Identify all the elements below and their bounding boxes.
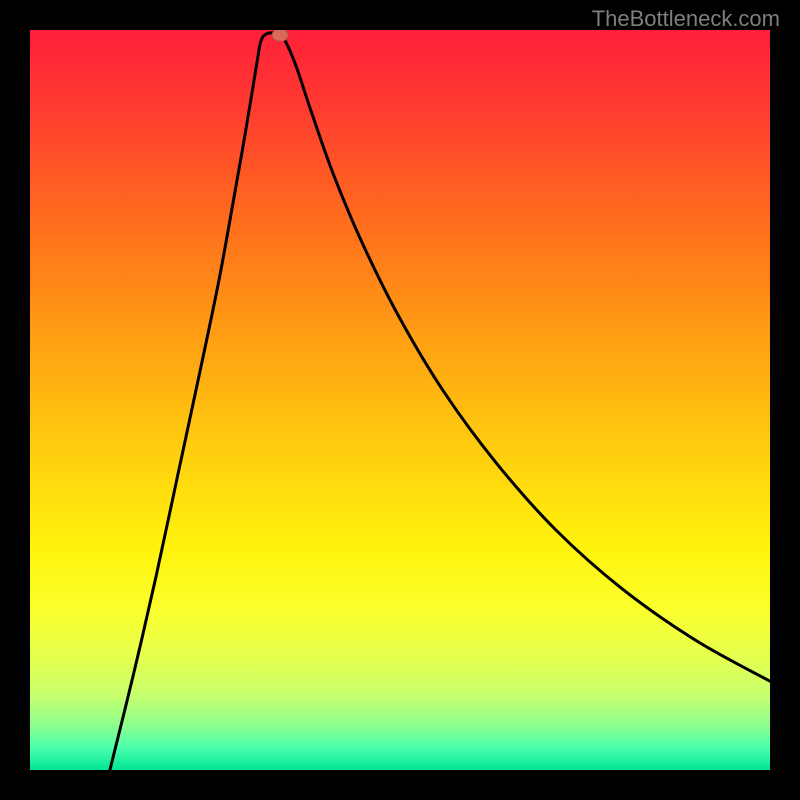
watermark-text: TheBottleneck.com	[592, 6, 780, 32]
chart-outer: TheBottleneck.com	[0, 0, 800, 800]
gradient-background	[30, 30, 770, 770]
optimum-marker	[272, 30, 288, 41]
plot-area	[30, 30, 770, 770]
plot-svg	[30, 30, 770, 770]
